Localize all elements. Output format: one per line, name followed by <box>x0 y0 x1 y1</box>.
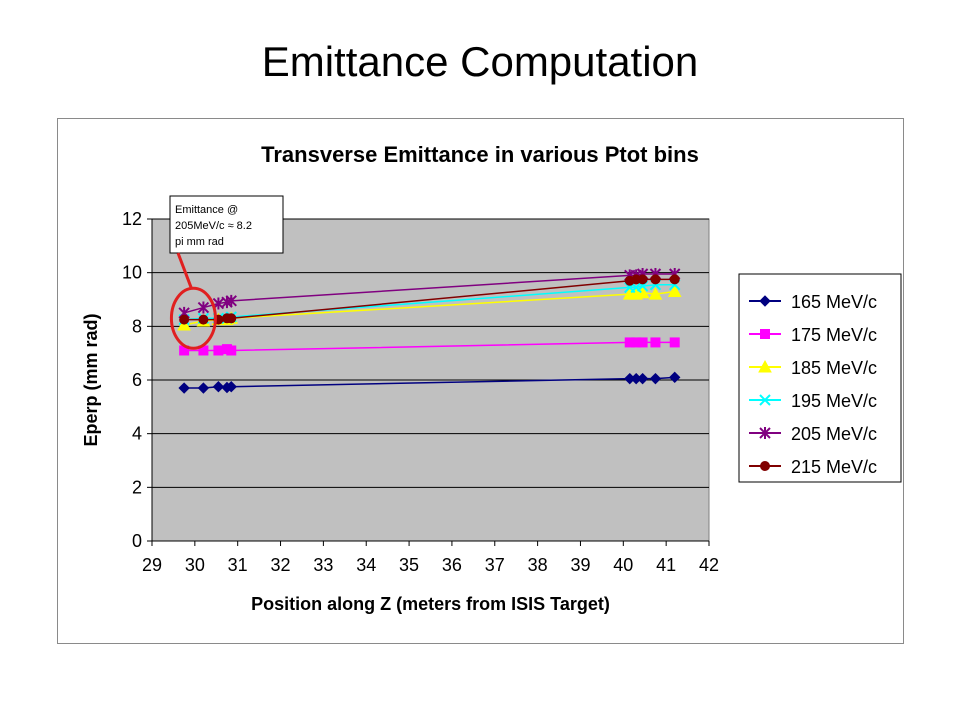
annotation-pointer <box>176 252 193 289</box>
legend-label: 205 MeV/c <box>791 424 877 444</box>
annotation-line: Emittance @ <box>175 204 238 216</box>
y-tick-label: 12 <box>122 209 142 229</box>
series-3-point <box>648 287 663 300</box>
legend-box <box>738 273 902 483</box>
legend-label: 175 MeV/c <box>791 325 877 345</box>
series-2-point <box>226 345 237 356</box>
y-tick-label: 8 <box>132 316 142 336</box>
x-tick-label: 30 <box>185 555 205 575</box>
series-6-point <box>179 314 190 325</box>
x-axis-label: Position along Z (meters from ISIS Targe… <box>251 594 610 614</box>
chart-title: Transverse Emittance in various Ptot bin… <box>261 142 699 167</box>
x-tick-label: 39 <box>570 555 590 575</box>
x-tick-label: 33 <box>313 555 333 575</box>
y-axis-label: Eperp (mm rad) <box>81 313 101 446</box>
x-tick-label: 31 <box>228 555 248 575</box>
series-line-2 <box>184 341 675 352</box>
x-tick-label: 41 <box>656 555 676 575</box>
series-1-point <box>225 381 237 393</box>
series-6-point <box>669 274 680 285</box>
annotation-line: 205MeV/c ≈ 8.2 <box>175 220 252 232</box>
annotation-line: pi mm rad <box>175 236 224 248</box>
series-1-point <box>212 381 225 393</box>
x-tick-label: 40 <box>613 555 633 575</box>
series-6-point <box>650 274 661 285</box>
x-tick-label: 38 <box>528 555 548 575</box>
legend-swatch-marker <box>759 295 771 307</box>
series-line-1 <box>184 376 675 389</box>
series-1-point <box>636 372 649 385</box>
series-2-point <box>650 337 661 348</box>
x-tick-label: 42 <box>699 555 719 575</box>
legend-label: 215 MeV/c <box>791 457 877 477</box>
x-tick-label: 29 <box>142 555 162 575</box>
series-6-point <box>198 314 209 325</box>
y-tick-label: 6 <box>132 370 142 390</box>
legend-label: 165 MeV/c <box>791 292 877 312</box>
slide-title: Emittance Computation <box>261 38 699 85</box>
chart-svg: Transverse Emittance in various Ptot bin… <box>81 142 902 614</box>
y-tick-label: 0 <box>132 531 142 551</box>
series-3-point <box>635 285 650 299</box>
legend-swatch-marker <box>759 394 771 406</box>
series-6-point <box>226 313 237 324</box>
series-line-6 <box>184 278 675 321</box>
chart-frame: Transverse Emittance in various Ptot bin… <box>57 118 904 644</box>
series-2-point <box>213 345 224 356</box>
y-tick-label: 2 <box>132 477 142 497</box>
y-tick-label: 4 <box>132 424 142 444</box>
series-5-point <box>225 294 237 307</box>
series-1-point <box>649 372 662 385</box>
legend-swatch-marker <box>758 359 772 373</box>
series-5-point <box>197 301 210 314</box>
x-tick-label: 34 <box>356 555 376 575</box>
series-line-4 <box>184 283 675 321</box>
legend-swatch-marker <box>759 427 771 439</box>
series-3-point <box>667 284 682 297</box>
annotation-highlight-circle <box>169 286 217 350</box>
x-tick-label: 32 <box>271 555 291 575</box>
series-1-point <box>197 382 210 394</box>
legend-swatch-marker <box>760 329 770 339</box>
legend-swatch-marker <box>760 461 770 471</box>
annotation-box <box>169 195 284 254</box>
x-tick-label: 37 <box>485 555 505 575</box>
series-1-point <box>669 371 681 384</box>
series-2-point <box>669 337 680 348</box>
legend-label: 195 MeV/c <box>791 391 877 411</box>
x-tick-label: 35 <box>399 555 419 575</box>
legend-label: 185 MeV/c <box>791 358 877 378</box>
series-line-5 <box>183 273 675 314</box>
y-tick-label: 10 <box>122 263 142 283</box>
series-2-point <box>637 337 648 348</box>
series-6-point <box>637 274 648 285</box>
x-tick-label: 36 <box>442 555 462 575</box>
series-1-point <box>178 382 190 394</box>
